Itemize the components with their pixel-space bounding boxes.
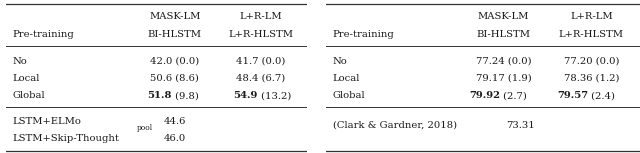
Text: pool: pool bbox=[137, 124, 154, 132]
Text: 44.6: 44.6 bbox=[164, 117, 186, 126]
Text: 54.9: 54.9 bbox=[233, 91, 257, 100]
Text: 79.57: 79.57 bbox=[557, 91, 588, 100]
Text: Pre-training: Pre-training bbox=[12, 30, 74, 39]
Text: (2.4): (2.4) bbox=[588, 91, 615, 100]
Text: MASK-LM: MASK-LM bbox=[149, 12, 200, 21]
Text: (9.8): (9.8) bbox=[172, 91, 198, 100]
Text: 79.92: 79.92 bbox=[470, 91, 500, 100]
Text: 48.4 (6.7): 48.4 (6.7) bbox=[236, 74, 285, 82]
Text: (Clark & Gardner, 2018): (Clark & Gardner, 2018) bbox=[333, 121, 457, 130]
Text: 73.31: 73.31 bbox=[506, 121, 535, 130]
Text: Local: Local bbox=[12, 74, 40, 82]
Text: 79.17 (1.9): 79.17 (1.9) bbox=[476, 74, 531, 82]
Text: Pre-training: Pre-training bbox=[333, 30, 394, 39]
Text: 46.0: 46.0 bbox=[164, 134, 186, 143]
Text: (13.2): (13.2) bbox=[257, 91, 291, 100]
Text: MASK-LM: MASK-LM bbox=[478, 12, 529, 21]
Text: LSTM+Skip-Thought: LSTM+Skip-Thought bbox=[12, 134, 119, 143]
Text: L+R-HLSTM: L+R-HLSTM bbox=[559, 30, 624, 39]
Text: Local: Local bbox=[333, 74, 360, 82]
Text: BI-HLSTM: BI-HLSTM bbox=[148, 30, 202, 39]
Text: L+R-LM: L+R-LM bbox=[570, 12, 612, 21]
Text: 77.24 (0.0): 77.24 (0.0) bbox=[476, 57, 531, 66]
Text: 50.6 (8.6): 50.6 (8.6) bbox=[150, 74, 199, 82]
Text: 41.7 (0.0): 41.7 (0.0) bbox=[236, 57, 285, 66]
Text: L+R-LM: L+R-LM bbox=[239, 12, 282, 21]
Text: 42.0 (0.0): 42.0 (0.0) bbox=[150, 57, 200, 66]
Text: (2.7): (2.7) bbox=[500, 91, 527, 100]
Text: LSTM+ELMo: LSTM+ELMo bbox=[12, 117, 81, 126]
Text: 51.8: 51.8 bbox=[147, 91, 172, 100]
Text: L+R-HLSTM: L+R-HLSTM bbox=[228, 30, 293, 39]
Text: Global: Global bbox=[12, 91, 45, 100]
Text: No: No bbox=[333, 57, 348, 66]
Text: Global: Global bbox=[333, 91, 365, 100]
Text: No: No bbox=[12, 57, 27, 66]
Text: 78.36 (1.2): 78.36 (1.2) bbox=[564, 74, 619, 82]
Text: BI-HLSTM: BI-HLSTM bbox=[477, 30, 531, 39]
Text: 77.20 (0.0): 77.20 (0.0) bbox=[564, 57, 619, 66]
